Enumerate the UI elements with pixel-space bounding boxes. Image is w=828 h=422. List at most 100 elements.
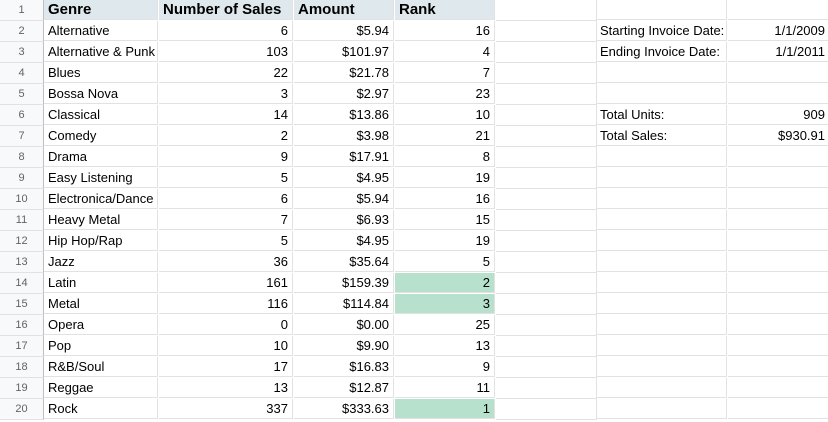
row-number[interactable]: 14: [0, 273, 44, 294]
sales-cell[interactable]: 103: [159, 42, 293, 62]
row-number[interactable]: 13: [0, 252, 44, 273]
empty-cell[interactable]: [496, 378, 597, 399]
row-number[interactable]: 16: [0, 315, 44, 336]
row-number[interactable]: 19: [0, 378, 44, 399]
empty-cell[interactable]: [728, 399, 828, 419]
genre-cell[interactable]: Blues: [44, 63, 158, 83]
sales-cell[interactable]: 6: [159, 189, 293, 209]
empty-cell[interactable]: [728, 315, 828, 335]
empty-cell[interactable]: [496, 105, 597, 126]
empty-cell[interactable]: [496, 399, 597, 420]
sales-cell[interactable]: 3: [159, 84, 293, 104]
empty-cell[interactable]: [728, 0, 828, 20]
empty-cell[interactable]: [597, 63, 727, 83]
empty-cell[interactable]: [597, 399, 727, 419]
empty-cell[interactable]: [496, 0, 597, 21]
genre-cell[interactable]: Drama: [44, 147, 158, 167]
empty-cell[interactable]: [496, 336, 597, 357]
empty-cell[interactable]: [496, 63, 597, 84]
rank-cell[interactable]: 25: [395, 315, 495, 335]
sales-cell[interactable]: 7: [159, 210, 293, 230]
row-number[interactable]: 12: [0, 231, 44, 252]
rank-cell[interactable]: 5: [395, 252, 495, 272]
rank-cell[interactable]: 16: [395, 189, 495, 209]
ending-invoice-date-value[interactable]: 1/1/2011: [728, 42, 828, 62]
amount-cell[interactable]: $159.39: [294, 273, 394, 293]
genre-cell[interactable]: Rock: [44, 399, 158, 419]
amount-cell[interactable]: $35.64: [294, 252, 394, 272]
rank-cell[interactable]: 15: [395, 210, 495, 230]
sales-cell[interactable]: 10: [159, 336, 293, 356]
empty-cell[interactable]: [597, 315, 727, 335]
row-number[interactable]: 10: [0, 189, 44, 210]
sales-cell[interactable]: 6: [159, 21, 293, 41]
rank-cell[interactable]: 16: [395, 21, 495, 41]
empty-cell[interactable]: [597, 231, 727, 251]
sales-cell[interactable]: 17: [159, 357, 293, 377]
sales-cell[interactable]: 5: [159, 231, 293, 251]
genre-cell[interactable]: Comedy: [44, 126, 158, 146]
empty-cell[interactable]: [496, 273, 597, 294]
amount-cell[interactable]: $3.98: [294, 126, 394, 146]
genre-cell[interactable]: Latin: [44, 273, 158, 293]
amount-cell[interactable]: $101.97: [294, 42, 394, 62]
sales-header[interactable]: Number of Sales: [159, 0, 293, 20]
total-sales-label[interactable]: Total Sales:: [597, 126, 727, 146]
amount-cell[interactable]: $16.83: [294, 357, 394, 377]
total-units-label[interactable]: Total Units:: [597, 105, 727, 125]
empty-cell[interactable]: [496, 126, 597, 147]
sales-cell[interactable]: 14: [159, 105, 293, 125]
genre-cell[interactable]: Metal: [44, 294, 158, 314]
total-units-value[interactable]: 909: [728, 105, 828, 125]
empty-cell[interactable]: [496, 147, 597, 168]
empty-cell[interactable]: [496, 168, 597, 189]
rank-cell[interactable]: 13: [395, 336, 495, 356]
amount-cell[interactable]: $12.87: [294, 378, 394, 398]
empty-cell[interactable]: [728, 336, 828, 356]
empty-cell[interactable]: [496, 252, 597, 273]
amount-cell[interactable]: $0.00: [294, 315, 394, 335]
amount-cell[interactable]: $4.95: [294, 231, 394, 251]
genre-cell[interactable]: Reggae: [44, 378, 158, 398]
empty-cell[interactable]: [728, 252, 828, 272]
sales-cell[interactable]: 116: [159, 294, 293, 314]
empty-cell[interactable]: [597, 273, 727, 293]
amount-cell[interactable]: $4.95: [294, 168, 394, 188]
empty-cell[interactable]: [728, 189, 828, 209]
empty-cell[interactable]: [728, 378, 828, 398]
genre-cell[interactable]: Heavy Metal: [44, 210, 158, 230]
sales-cell[interactable]: 0: [159, 315, 293, 335]
amount-cell[interactable]: $5.94: [294, 189, 394, 209]
empty-cell[interactable]: [597, 294, 727, 314]
empty-cell[interactable]: [496, 21, 597, 42]
row-number[interactable]: 6: [0, 105, 44, 126]
total-sales-value[interactable]: $930.91: [728, 126, 828, 146]
genre-header[interactable]: Genre: [44, 0, 158, 20]
empty-cell[interactable]: [496, 231, 597, 252]
sales-cell[interactable]: 337: [159, 399, 293, 419]
genre-cell[interactable]: Jazz: [44, 252, 158, 272]
empty-cell[interactable]: [597, 189, 727, 209]
rank-cell[interactable]: 7: [395, 63, 495, 83]
empty-cell[interactable]: [597, 252, 727, 272]
rank-cell[interactable]: 3: [395, 294, 495, 314]
row-number[interactable]: 3: [0, 42, 44, 63]
empty-cell[interactable]: [728, 147, 828, 167]
sales-cell[interactable]: 13: [159, 378, 293, 398]
rank-cell[interactable]: 1: [395, 399, 495, 419]
empty-cell[interactable]: [496, 84, 597, 105]
empty-cell[interactable]: [728, 273, 828, 293]
row-number[interactable]: 9: [0, 168, 44, 189]
rank-cell[interactable]: 8: [395, 147, 495, 167]
genre-cell[interactable]: Pop: [44, 336, 158, 356]
empty-cell[interactable]: [496, 210, 597, 231]
genre-cell[interactable]: Easy Listening: [44, 168, 158, 188]
empty-cell[interactable]: [597, 210, 727, 230]
starting-invoice-date-value[interactable]: 1/1/2009: [728, 21, 828, 41]
empty-cell[interactable]: [597, 378, 727, 398]
empty-cell[interactable]: [728, 294, 828, 314]
sales-cell[interactable]: 36: [159, 252, 293, 272]
empty-cell[interactable]: [728, 231, 828, 251]
sales-cell[interactable]: 161: [159, 273, 293, 293]
genre-cell[interactable]: Opera: [44, 315, 158, 335]
